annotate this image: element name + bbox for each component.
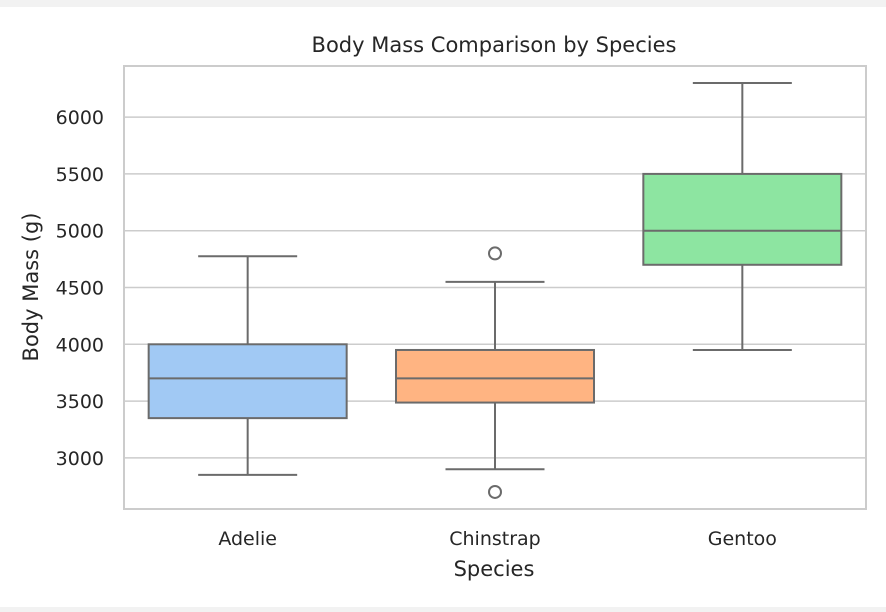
x-tick-label-chinstrap: Chinstrap [449, 528, 541, 550]
y-tick-labels: 3000 3500 4000 4500 5000 5500 6000 [56, 107, 104, 470]
outlier-chinstrap-1 [488, 484, 502, 499]
y-tick-label-4500: 4500 [56, 278, 104, 300]
boxes [147, 82, 843, 499]
y-axis-label: Body Mass (g) [19, 213, 43, 362]
y-tick-label-5000: 5000 [56, 221, 104, 243]
outlier-chinstrap-0 [488, 246, 502, 261]
plot-frame [123, 65, 867, 510]
x-axis-label: Species [454, 557, 535, 581]
y-tick-label-3500: 3500 [56, 391, 104, 413]
y-tick-label-3000: 3000 [56, 448, 104, 470]
chart-title: Body Mass Comparison by Species [312, 33, 677, 57]
top-border-strip [0, 0, 886, 7]
box-adelie [147, 255, 348, 476]
iqr-box-adelie [147, 343, 348, 420]
iqr-box-chinstrap [395, 348, 595, 404]
box-gentoo [642, 82, 843, 351]
y-tick-label-6000: 6000 [56, 107, 104, 129]
y-tick-label-5500: 5500 [56, 164, 104, 186]
x-tick-label-adelie: Adelie [218, 528, 277, 550]
iqr-box-gentoo [642, 172, 843, 266]
y-tick-label-4000: 4000 [56, 334, 104, 356]
x-tick-label-gentoo: Gentoo [708, 528, 777, 550]
bottom-border-strip [0, 607, 886, 612]
x-tick-labels: Adelie Chinstrap Gentoo [218, 528, 777, 550]
box-chinstrap [395, 246, 595, 499]
